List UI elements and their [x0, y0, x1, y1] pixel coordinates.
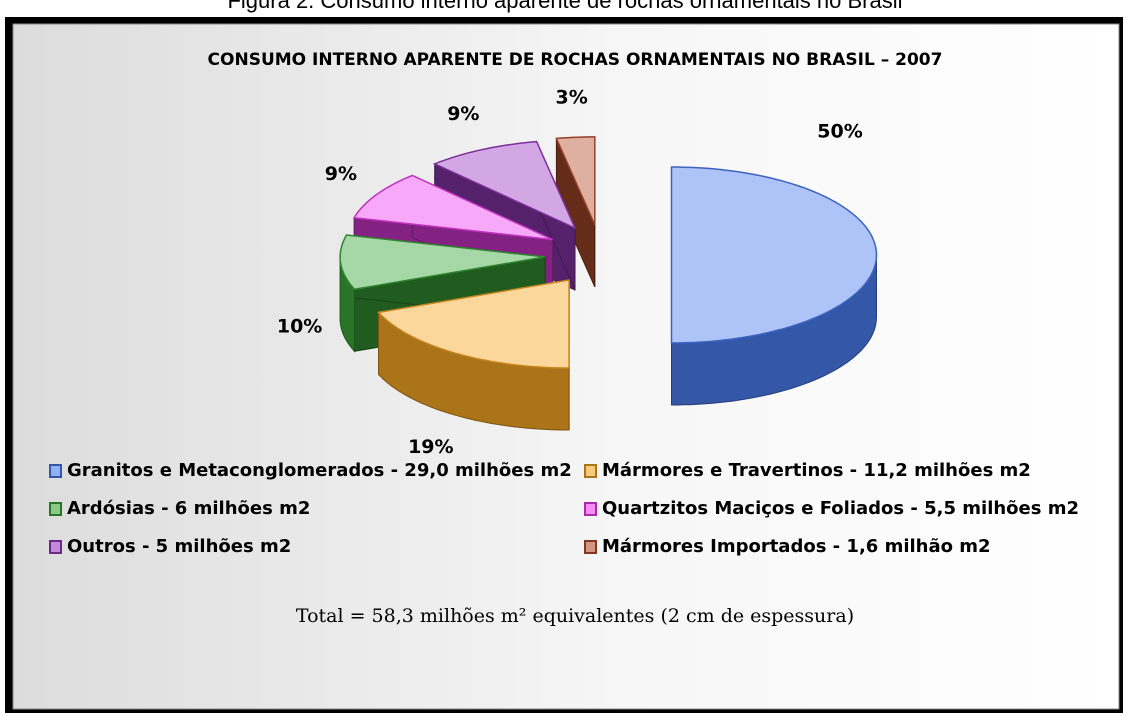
- caption: Figura 2. Consumo interno aparente de ro…: [227, 0, 902, 13]
- slice: [555, 136, 596, 288]
- legend-label: Ardósias - 6 milhões m2: [67, 498, 310, 519]
- slice: [339, 234, 546, 291]
- note: Total = 58,3 milhões m² equivalentes (2 …: [296, 605, 854, 627]
- legend-label: Granitos e Metaconglomerados - 29,0 milh…: [67, 460, 572, 481]
- slice: [432, 140, 577, 230]
- legend-swatch: [584, 540, 597, 554]
- chart-title: CONSUMO INTERNO APARENTE DE ROCHAS ORNAM…: [208, 50, 943, 70]
- legend-label: Mármores Importados - 1,6 milhão m2: [602, 536, 991, 557]
- slice: [670, 166, 878, 344]
- data-label: 10%: [277, 315, 322, 337]
- slice: [352, 174, 554, 241]
- slice: [555, 136, 596, 226]
- legend-swatch: [49, 464, 62, 478]
- data-label: 3%: [556, 86, 588, 108]
- slice: [376, 279, 570, 369]
- legend-label: Mármores e Travertinos - 11,2 milhões m2: [602, 460, 1031, 481]
- legend-swatch: [49, 502, 62, 516]
- legend-label: Quartzitos Maciços e Foliados - 5,5 milh…: [602, 498, 1079, 519]
- pie: [339, 136, 878, 431]
- slice: [376, 279, 570, 431]
- data-label: 50%: [817, 121, 862, 143]
- legend-swatch: [49, 540, 62, 554]
- data-label: 9%: [447, 103, 479, 125]
- legend-swatch: [584, 502, 597, 516]
- legend-label: Outros - 5 milhões m2: [67, 536, 291, 557]
- data-label: 9%: [325, 163, 357, 185]
- data-label: 19%: [408, 436, 453, 458]
- legend-swatch: [584, 464, 597, 478]
- slice: [670, 166, 878, 406]
